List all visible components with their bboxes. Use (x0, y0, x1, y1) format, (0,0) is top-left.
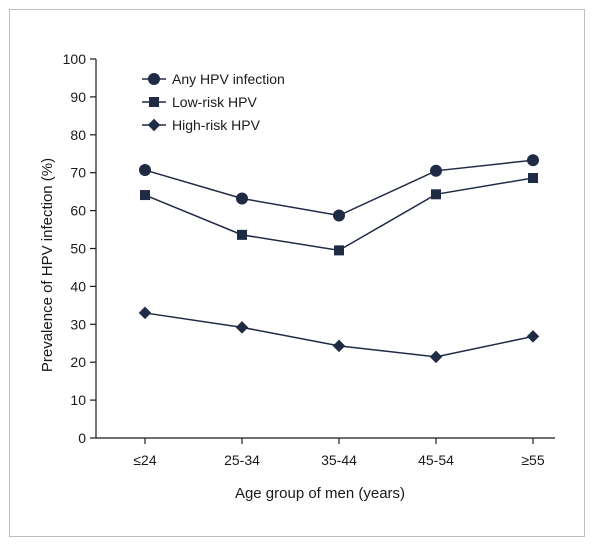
data-point-square (237, 229, 247, 240)
y-tick-label: 40 (70, 278, 86, 294)
data-point-square (431, 189, 441, 200)
x-axis-label: Age group of men (years) (235, 485, 405, 502)
legend-label: Any HPV infection (172, 71, 285, 87)
y-tick-label: 80 (70, 127, 86, 143)
legend-label: Low-risk HPV (172, 94, 257, 110)
x-tick-label: ≥55 (521, 452, 544, 468)
data-point-square (334, 245, 344, 256)
y-tick-label: 10 (70, 392, 86, 408)
legend-label: High-risk HPV (172, 117, 261, 133)
legend-marker-square (149, 97, 159, 107)
y-tick-label: 20 (70, 354, 86, 370)
y-tick-label: 70 (70, 165, 86, 181)
data-point-square (140, 190, 150, 201)
x-tick-label: ≤24 (133, 452, 156, 468)
series-diamond (138, 306, 540, 364)
figure-frame (9, 9, 585, 537)
y-tick-label: 100 (63, 51, 87, 67)
x-tick-label: 25-34 (224, 452, 260, 468)
axes: 0 10 20 30 40 50 60 70 80 90 100 ≤24 25-34 35-44 45-54… (63, 51, 555, 468)
data-point-circle (527, 154, 539, 167)
y-tick-label: 0 (78, 430, 86, 446)
data-point-square (528, 173, 538, 184)
data-point-diamond (332, 339, 346, 353)
data-point-diamond (138, 306, 152, 320)
x-tick-label: 35-44 (321, 452, 357, 468)
data-point-diamond (429, 350, 443, 364)
y-tick-label: 90 (70, 89, 86, 105)
series-circle (139, 154, 539, 222)
data-point-circle (430, 164, 442, 177)
legend-marker-circle (148, 73, 160, 85)
data-point-circle (333, 209, 345, 222)
legend-marker-diamond (147, 118, 161, 132)
series-layer (138, 154, 540, 364)
y-axis-label: Prevalence of HPV infection (%) (39, 158, 56, 372)
data-point-circle (139, 164, 151, 177)
series-square (140, 173, 538, 256)
data-point-diamond (235, 321, 249, 334)
y-tick-label: 60 (70, 203, 86, 219)
legend: Any HPV infection Low-risk HPV High-risk H… (142, 71, 285, 133)
x-tick-label: 45-54 (418, 452, 454, 468)
data-point-circle (236, 192, 248, 205)
data-point-diamond (526, 330, 540, 343)
y-tick-label: 50 (70, 241, 86, 257)
y-tick-label: 30 (70, 316, 86, 332)
